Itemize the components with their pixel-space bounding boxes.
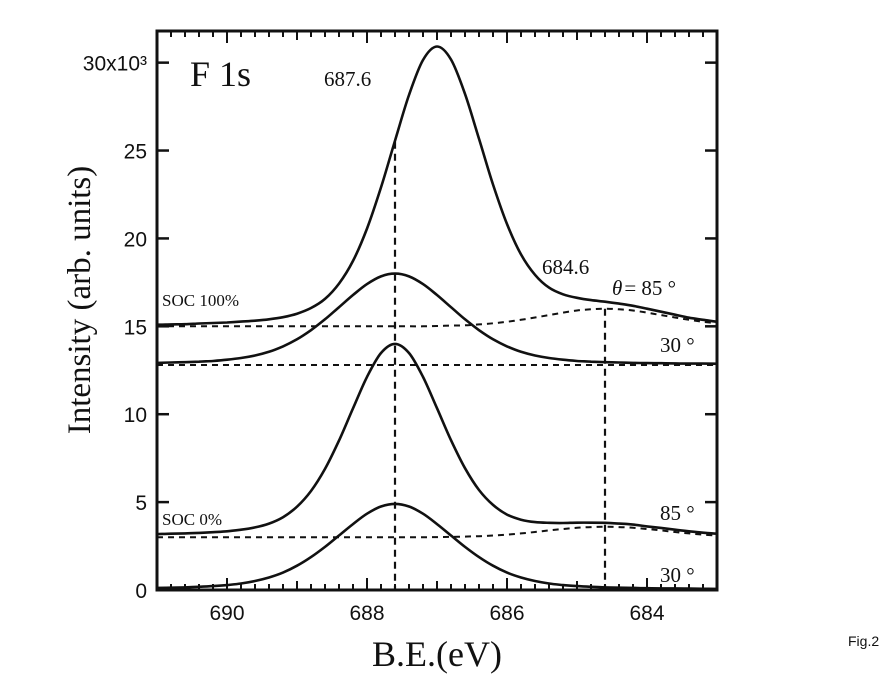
- measured-spectrum-3: [156, 502, 718, 591]
- x-tick-label: 684: [629, 602, 664, 625]
- theta-symbol: θ: [612, 276, 622, 300]
- angle-label-soc100-30: 30 °: [660, 333, 695, 357]
- peak-label-687-6: 687.6: [324, 67, 371, 91]
- measured-spectrum-0: [156, 45, 718, 326]
- x-tick-label: 690: [209, 602, 244, 625]
- measured-spectrum-2: [156, 342, 718, 536]
- x-tick-label: 688: [349, 602, 384, 625]
- angle-value-85: = 85 °: [624, 276, 676, 300]
- peak-marker-layer: [393, 141, 607, 590]
- panel-label: F 1s: [190, 54, 251, 94]
- y-tick-label: 0: [135, 580, 147, 603]
- soc-0-label: SOC 0%: [162, 510, 222, 529]
- angle-label-soc0-85: 85 °: [660, 501, 695, 525]
- peak-label-684-6: 684.6: [542, 255, 589, 279]
- y-axis-label: Intensity (arb. units): [62, 166, 98, 435]
- fit-background-curve-0: [157, 307, 718, 328]
- fit-background-curve-2: [157, 525, 718, 539]
- y-tick-label: 10: [124, 404, 147, 427]
- tick-labels: 690 688 686 684 0 5 10 15 20 25 30x10³: [83, 53, 665, 625]
- figure-label: Fig.2: [848, 633, 879, 649]
- angle-label-soc0-30: 30 °: [660, 563, 695, 587]
- y-tick-label: 5: [135, 492, 147, 515]
- y-tick-label: 15: [124, 316, 147, 339]
- x-tick-label: 686: [489, 602, 524, 625]
- measured-spectrum-1: [156, 272, 718, 366]
- y-tick-label: 30x10³: [83, 53, 147, 76]
- x-axis-label: B.E.(eV): [372, 634, 502, 674]
- y-tick-label: 20: [124, 228, 147, 251]
- curves-layer: [156, 45, 718, 591]
- axis-ticks: [156, 31, 718, 592]
- soc-100-label: SOC 100%: [162, 291, 239, 310]
- y-tick-label: 25: [124, 141, 147, 164]
- angle-label-soc100-85: θ= 85 °: [612, 276, 676, 300]
